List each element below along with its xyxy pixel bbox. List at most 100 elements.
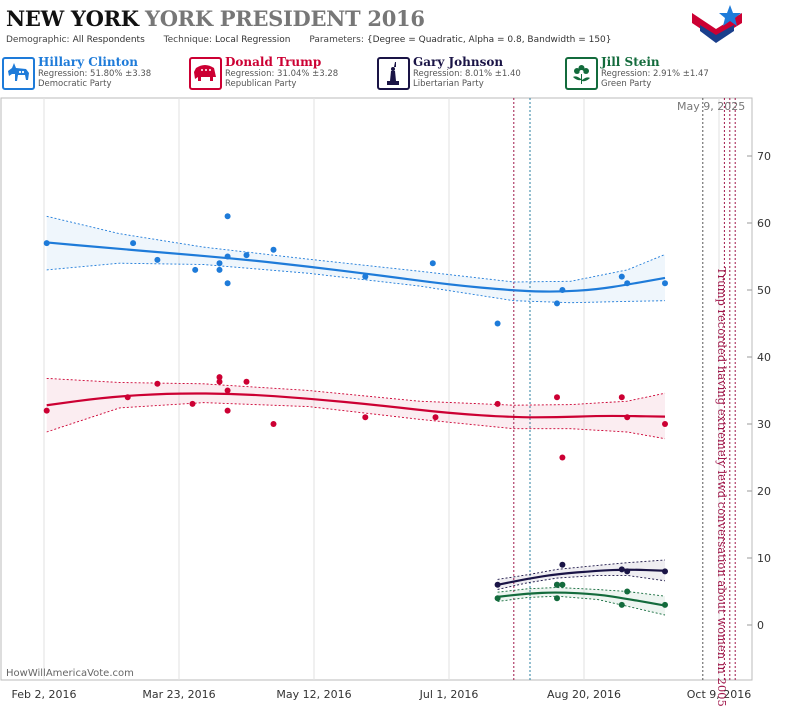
poll-point: [270, 421, 277, 427]
y-tick-label: 0: [757, 619, 764, 632]
band-lower-line: [46, 262, 666, 304]
poll-point: [554, 581, 560, 588]
poll-point: [559, 454, 566, 461]
candidate-regression: Regression: 31.04% ±3.28: [225, 69, 339, 79]
x-tick-label: Oct 9, 2016: [687, 688, 752, 701]
poll-point: [189, 400, 196, 407]
confidence-band: [497, 587, 665, 615]
regression-line: [497, 568, 666, 586]
poll-point: [559, 287, 566, 293]
poll-point: [224, 407, 231, 414]
poll-point: [618, 273, 625, 280]
legend-item-johnson: Gary Johnson Regression: 8.01% ±1.40 Lib…: [375, 54, 560, 90]
band-upper-line: [497, 587, 666, 597]
parameters-line: Demographic: All Respondents Technique: Lo…: [6, 35, 615, 45]
poll-point: [554, 394, 560, 401]
x-tick-label: May 12, 2016: [276, 688, 351, 701]
regression-line: [46, 392, 666, 419]
poll-point: [662, 601, 668, 608]
param-value-parameters: {Degree = Quadratic, Alpha = 0.8, Bandwi…: [366, 35, 612, 45]
x-tick-label: Mar 23, 2016: [142, 688, 215, 701]
y-tick-label: 40: [757, 351, 771, 364]
poll-point: [624, 280, 631, 287]
site-watermark: HowWillAmericaVote.com: [6, 668, 134, 679]
x-tick-label: Feb 2, 2016: [12, 688, 77, 701]
poll-point: [624, 568, 631, 575]
site-logo-icon: [692, 5, 742, 43]
poll-point: [270, 246, 277, 253]
x-tick-label: Jul 1, 2016: [419, 688, 479, 701]
poll-point: [130, 240, 137, 247]
poll-point: [124, 394, 131, 401]
poll-point: [559, 581, 566, 588]
poll-point: [243, 252, 250, 259]
poll-point: [362, 273, 369, 280]
poll-point: [432, 414, 439, 421]
candidate-party: Democratic Party: [38, 79, 112, 89]
poll-point: [494, 595, 501, 602]
y-tick-label: 30: [757, 418, 771, 431]
poll-point: [216, 266, 223, 273]
band-lower-line: [497, 595, 666, 616]
y-tick-label: 60: [757, 217, 771, 230]
poll-point: [559, 561, 566, 568]
candidate-name: Donald Trump: [225, 55, 322, 69]
regression-line: [497, 591, 666, 607]
poll-point: [494, 320, 501, 327]
legend-item-clinton: Hillary Clinton Regression: 51.80% ±3.38…: [0, 54, 185, 90]
poll-point: [192, 266, 199, 273]
candidate-regression: Regression: 51.80% ±3.38: [38, 69, 152, 79]
flower-icon: [565, 57, 598, 90]
poll-point: [224, 280, 231, 287]
poll-point: [624, 414, 631, 421]
poll-point: [554, 300, 560, 307]
y-tick-label: 10: [757, 552, 771, 565]
y-tick-label: 70: [757, 150, 771, 163]
poll-point: [618, 566, 625, 573]
statue-of-liberty-icon: [377, 57, 410, 90]
y-tick-label: 20: [757, 485, 771, 498]
poll-point: [43, 407, 50, 414]
poll-point: [624, 588, 631, 595]
poll-point: [224, 253, 231, 260]
legend-item-stein: Jill Stein Regression: 2.91% ±1.47 Green…: [563, 54, 748, 90]
legend-item-trump: Donald Trump Regression: 31.04% ±3.28 Re…: [187, 54, 372, 90]
param-key-technique: Technique:: [163, 35, 213, 45]
poll-point: [216, 378, 223, 385]
candidate-party: Republican Party: [225, 79, 297, 89]
poll-point: [224, 387, 231, 394]
candidate-legend: Hillary Clinton Regression: 51.80% ±3.38…: [0, 54, 789, 92]
state-title: NEW YORK: [6, 6, 139, 31]
poll-point: [243, 378, 250, 385]
poll-point: [429, 260, 436, 267]
poll-point: [554, 595, 560, 602]
elephant-icon: [189, 57, 222, 90]
candidate-name: Gary Johnson: [413, 55, 504, 69]
confidence-band: [46, 216, 665, 303]
poll-point: [662, 280, 668, 287]
poll-point: [662, 421, 668, 427]
poll-point: [216, 260, 223, 267]
poll-point: [154, 256, 161, 263]
poll-point: [224, 213, 231, 220]
band-upper-line: [46, 215, 666, 283]
poll-point: [154, 380, 161, 387]
param-value-demographic: All Respondents: [72, 35, 145, 45]
poll-point: [494, 581, 501, 588]
poll-point: [618, 394, 625, 401]
poll-chart: Feb 2, 2016 Mar 23, 2016 May 12, 2016 Jul 1…: [0, 97, 771, 701]
param-value-technique: Local Regression: [215, 35, 291, 45]
event-annotation: Trump recorded having extremely lewd con…: [715, 267, 729, 707]
param-key-parameters: Parameters:: [309, 35, 364, 45]
race-title: YORK PRESIDENT 2016: [145, 6, 425, 31]
candidate-party: Libertarian Party: [413, 79, 484, 89]
band-upper-line: [46, 377, 666, 406]
band-lower-line: [497, 574, 666, 590]
param-key-demographic: Demographic:: [6, 35, 70, 45]
chart-header: NEW YORK YORK PRESIDENT 2016 Demographic…: [0, 0, 789, 52]
x-tick-label: Aug 20, 2016: [547, 688, 621, 701]
poll-point: [43, 240, 50, 247]
plot-frame: [0, 97, 753, 681]
poll-point: [216, 374, 223, 381]
candidate-name: Jill Stein: [601, 55, 660, 69]
